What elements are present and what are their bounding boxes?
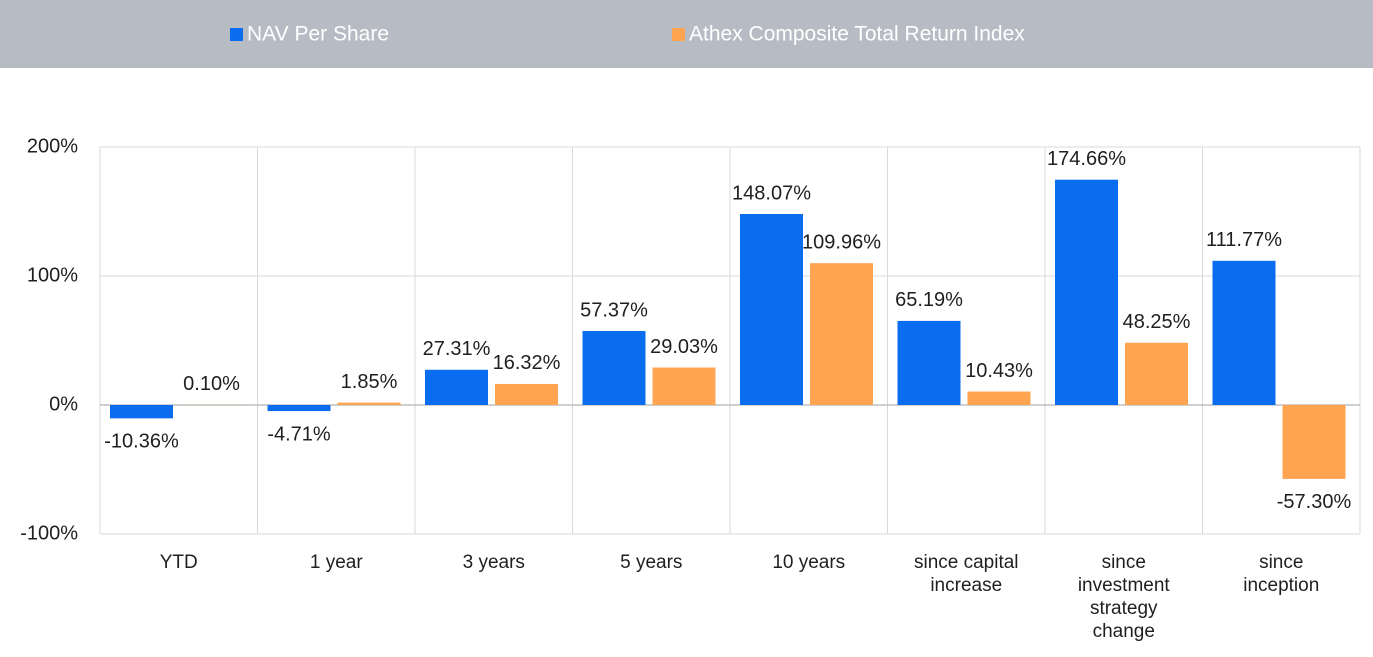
data-label: 111.77%: [1206, 229, 1282, 251]
bar: [810, 263, 873, 405]
data-label: 48.25%: [1123, 311, 1191, 333]
bar: [968, 392, 1031, 405]
data-label: 16.32%: [493, 352, 561, 374]
y-tick-label: -100%: [20, 522, 78, 544]
legend-label: Athex Composite Total Return Index: [689, 23, 1025, 46]
bar: [583, 331, 646, 405]
x-tick-label: YTD: [121, 551, 237, 574]
bar: [898, 321, 961, 405]
legend-band: [0, 0, 1373, 68]
x-tick-label: 10 years: [751, 551, 867, 574]
bar: [740, 214, 803, 405]
x-tick-label: since investment strategy change: [1066, 551, 1182, 643]
data-label: 27.31%: [423, 338, 491, 360]
data-label: 174.66%: [1047, 148, 1126, 170]
legend-label: NAV Per Share: [247, 23, 389, 46]
bar: [495, 384, 558, 405]
bar: [1055, 180, 1118, 405]
y-tick-label: 100%: [27, 264, 78, 286]
y-tick-label: 0%: [49, 393, 78, 415]
x-tick-label: 1 year: [278, 551, 394, 574]
data-label: -4.71%: [267, 423, 331, 445]
bar: [268, 405, 331, 411]
bar: [1213, 261, 1276, 405]
data-label: -10.36%: [104, 431, 179, 453]
legend-swatch: [672, 28, 685, 41]
legend-swatch: [230, 28, 243, 41]
bar: [653, 368, 716, 405]
bar: [110, 405, 173, 418]
data-label: 1.85%: [341, 371, 398, 393]
bar: [338, 403, 401, 405]
bar: [425, 370, 488, 405]
bar: [1283, 405, 1346, 479]
data-label: 148.07%: [732, 182, 811, 204]
data-label: 65.19%: [895, 289, 963, 311]
data-label: 29.03%: [650, 336, 718, 358]
x-tick-label: 5 years: [593, 551, 709, 574]
data-label: 109.96%: [802, 231, 881, 253]
data-label: 10.43%: [965, 360, 1033, 382]
data-label: -57.30%: [1277, 491, 1352, 513]
x-tick-label: since inception: [1223, 551, 1339, 597]
data-label: 0.10%: [183, 373, 240, 395]
bar: [1125, 343, 1188, 405]
x-tick-label: since capital increase: [908, 551, 1024, 597]
y-tick-label: 200%: [27, 135, 78, 157]
page: NAV Per Share Athex Composite Total Retur…: [0, 0, 1373, 657]
data-label: 57.37%: [580, 299, 648, 321]
x-tick-label: 3 years: [436, 551, 552, 574]
